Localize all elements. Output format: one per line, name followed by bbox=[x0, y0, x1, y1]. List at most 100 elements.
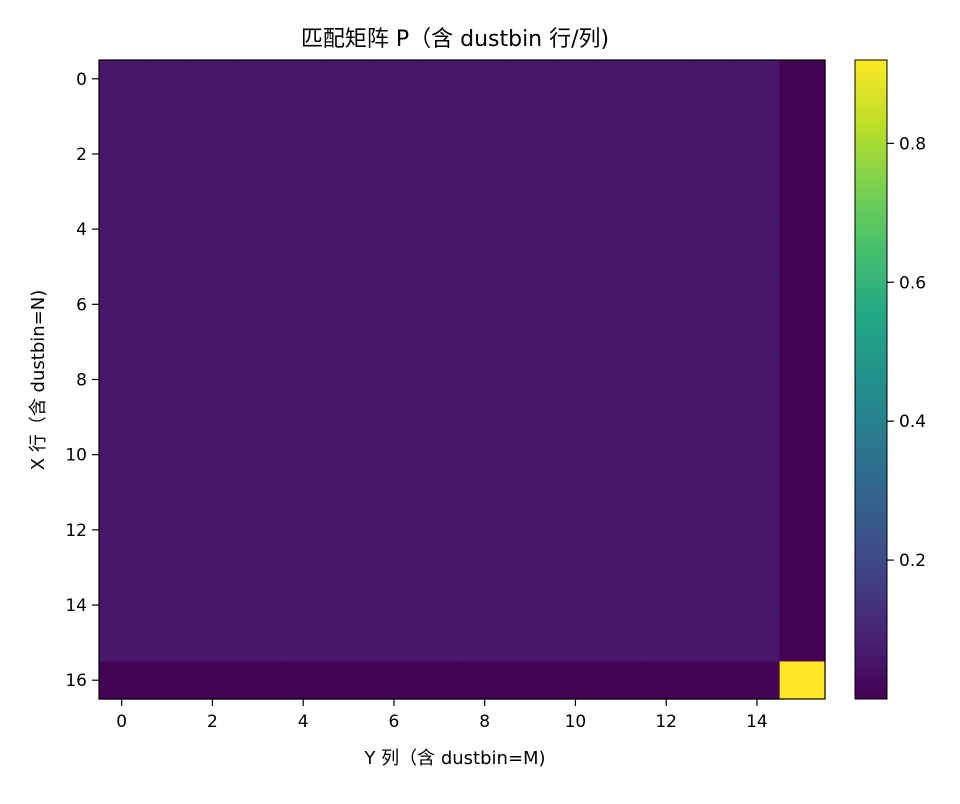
heatmap-cell-r15-c10 bbox=[552, 623, 599, 663]
heatmap-cell-r16-c0 bbox=[99, 661, 145, 700]
heatmap-cell-r2-c8 bbox=[462, 135, 508, 174]
heatmap-cell-r4-c15 bbox=[779, 210, 826, 249]
heatmap-cell-r4-c7 bbox=[416, 210, 463, 249]
heatmap-cell-r2-c4 bbox=[280, 135, 327, 174]
heatmap-cell-r4-c14 bbox=[734, 210, 781, 249]
heatmap-cell-r16-c7 bbox=[416, 661, 463, 700]
x-tick-label: 14 bbox=[746, 712, 768, 732]
heatmap-cell-r4-c12 bbox=[643, 210, 690, 249]
x-axis-label: Y 列（含 dustbin=M) bbox=[363, 748, 545, 769]
heatmap-cell-r10-c1 bbox=[144, 435, 191, 475]
heatmap-cell-r10-c3 bbox=[235, 435, 282, 475]
heatmap-cell-r4-c2 bbox=[189, 210, 236, 249]
heatmap-cell-r7-c0 bbox=[99, 323, 145, 362]
heatmap-cell-r14-c10 bbox=[552, 586, 599, 625]
heatmap-cell-r5-c5 bbox=[325, 247, 372, 287]
heatmap-cell-r9-c13 bbox=[688, 398, 735, 437]
heatmap-cell-r0-c1 bbox=[144, 60, 191, 99]
heatmap-cell-r4-c1 bbox=[144, 210, 191, 249]
x-axis-ticks: 0 2 4 6 8 10 12 14 bbox=[116, 699, 768, 732]
y-tick-label: 6 bbox=[76, 295, 87, 315]
heatmap-cell-r16-c15 bbox=[779, 661, 826, 700]
heatmap-cell-r4-c10 bbox=[552, 210, 599, 249]
heatmap-cell-r11-c2 bbox=[189, 473, 236, 512]
heatmap-cell-r5-c3 bbox=[235, 247, 282, 287]
heatmap-cell-r1-c13 bbox=[688, 97, 735, 136]
heatmap-cell-r12-c11 bbox=[598, 511, 645, 550]
heatmap-cell-r16-c5 bbox=[325, 661, 372, 700]
heatmap-cell-r15-c0 bbox=[99, 623, 145, 663]
heatmap-cell-r6-c14 bbox=[734, 285, 781, 324]
heatmap-cell-r6-c6 bbox=[371, 285, 418, 324]
heatmap-cell-r12-c7 bbox=[416, 511, 463, 550]
heatmap-cell-r0-c11 bbox=[598, 60, 645, 99]
heatmap-cell-r8-c4 bbox=[280, 360, 327, 399]
heatmap-cell-r16-c9 bbox=[507, 661, 554, 700]
chart-title: 匹配矩阵 P（含 dustbin 行/列) bbox=[301, 27, 609, 52]
heatmap-cell-r0-c10 bbox=[552, 60, 599, 99]
colorbar-ticks: 0.2 0.4 0.6 0.8 bbox=[887, 134, 926, 571]
heatmap-cell-r0-c15 bbox=[779, 60, 826, 99]
heatmap-cell-r0-c9 bbox=[507, 60, 554, 99]
y-tick-label: 2 bbox=[76, 145, 87, 165]
heatmap-cell-r13-c12 bbox=[643, 548, 690, 587]
heatmap-cell-r10-c12 bbox=[643, 435, 690, 475]
heatmap-cell-r10-c8 bbox=[462, 435, 508, 475]
x-tick-label: 6 bbox=[389, 712, 400, 732]
heatmap-cell-r9-c10 bbox=[552, 398, 599, 437]
heatmap-cell-r9-c2 bbox=[189, 398, 236, 437]
heatmap-cell-r2-c14 bbox=[734, 135, 781, 174]
heatmap-cell-r6-c7 bbox=[416, 285, 463, 324]
heatmap-cell-r7-c7 bbox=[416, 323, 463, 362]
heatmap-cell-r6-c5 bbox=[325, 285, 372, 324]
heatmap-cell-r7-c15 bbox=[779, 323, 826, 362]
heatmap-cell-r14-c12 bbox=[643, 586, 690, 625]
heatmap-cell-r9-c1 bbox=[144, 398, 191, 437]
heatmap-cell-r16-c12 bbox=[643, 661, 690, 700]
heatmap-cell-r3-c5 bbox=[325, 172, 372, 211]
heatmap-cell-r0-c7 bbox=[416, 60, 463, 99]
heatmap-cell-r5-c13 bbox=[688, 247, 735, 287]
heatmap-cell-r10-c0 bbox=[99, 435, 145, 475]
heatmap-cell-r9-c15 bbox=[779, 398, 826, 437]
heatmap-cell-r10-c4 bbox=[280, 435, 327, 475]
heatmap-cell-r1-c0 bbox=[99, 97, 145, 136]
heatmap-cell-r7-c12 bbox=[643, 323, 690, 362]
heatmap-cell-r7-c1 bbox=[144, 323, 191, 362]
heatmap-cell-r5-c6 bbox=[371, 247, 418, 287]
y-tick-label: 0 bbox=[76, 70, 87, 90]
heatmap-cell-r2-c15 bbox=[779, 135, 826, 174]
heatmap-cell-r11-c10 bbox=[552, 473, 599, 512]
heatmap-cell-r15-c8 bbox=[462, 623, 508, 663]
heatmap-cell-r9-c0 bbox=[99, 398, 145, 437]
heatmap-cell-r15-c14 bbox=[734, 623, 781, 663]
heatmap-cell-r14-c5 bbox=[325, 586, 372, 625]
heatmap-cell-r3-c6 bbox=[371, 172, 418, 211]
heatmap-cell-r8-c5 bbox=[325, 360, 372, 399]
x-tick-label: 0 bbox=[116, 712, 127, 732]
heatmap-cell-r11-c8 bbox=[462, 473, 508, 512]
heatmap-cell-r2-c1 bbox=[144, 135, 191, 174]
heatmap-cell-r13-c1 bbox=[144, 548, 191, 587]
heatmap-cell-r16-c2 bbox=[189, 661, 236, 700]
heatmap-cell-r16-c14 bbox=[734, 661, 781, 700]
heatmap-cell-r2-c12 bbox=[643, 135, 690, 174]
heatmap-cell-r9-c7 bbox=[416, 398, 463, 437]
heatmap-cell-r12-c0 bbox=[99, 511, 145, 550]
heatmap-cell-r6-c0 bbox=[99, 285, 145, 324]
heatmap-cell-r11-c4 bbox=[280, 473, 327, 512]
heatmap-cell-r13-c15 bbox=[779, 548, 826, 587]
heatmap-cell-r6-c13 bbox=[688, 285, 735, 324]
heatmap-cell-r7-c11 bbox=[598, 323, 645, 362]
heatmap-cell-r0-c8 bbox=[462, 60, 508, 99]
heatmap-cell-r10-c7 bbox=[416, 435, 463, 475]
heatmap-cell-r5-c12 bbox=[643, 247, 690, 287]
heatmap-cell-r8-c10 bbox=[552, 360, 599, 399]
heatmap-cell-r13-c0 bbox=[99, 548, 145, 587]
heatmap-cell-r9-c4 bbox=[280, 398, 327, 437]
heatmap-cell-r13-c6 bbox=[371, 548, 418, 587]
heatmap-cell-r15-c5 bbox=[325, 623, 372, 663]
heatmap-cell-r11-c6 bbox=[371, 473, 418, 512]
colorbar bbox=[854, 59, 888, 700]
heatmap-cell-r8-c15 bbox=[779, 360, 826, 399]
